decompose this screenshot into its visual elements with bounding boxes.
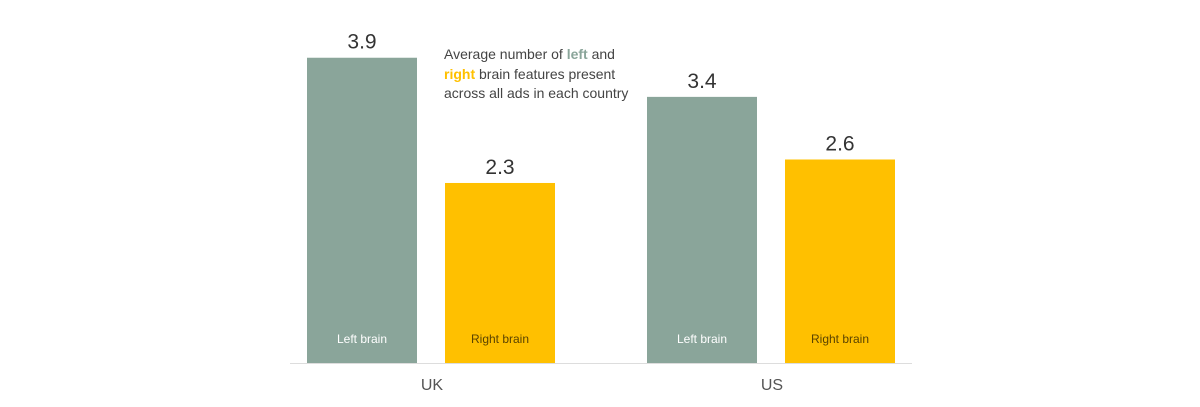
bar-label-us-right-brain: Right brain xyxy=(811,332,869,346)
annotation-text-2: and xyxy=(587,46,615,62)
bars-group xyxy=(307,57,895,364)
value-label-us-left-brain: 3.4 xyxy=(687,70,717,93)
bar-uk-left-brain xyxy=(307,57,417,363)
bar-uk-right-brain xyxy=(445,182,555,363)
bar-us-right-brain xyxy=(785,159,895,363)
annotation-left-word: left xyxy=(566,46,588,62)
category-label-uk: UK xyxy=(421,377,444,394)
chart-annotation: Average number of left and right brain f… xyxy=(444,45,634,104)
bar-label-uk-right-brain: Right brain xyxy=(471,332,529,346)
annotation-text-1: Average number of xyxy=(444,46,567,62)
annotation-right-word: right xyxy=(444,65,476,82)
bar-label-us-left-brain: Left brain xyxy=(677,332,727,346)
bar-us-left-brain xyxy=(647,96,757,364)
value-label-uk-left-brain: 3.9 xyxy=(347,31,376,54)
bar-label-uk-left-brain: Left brain xyxy=(337,332,387,346)
value-label-uk-right-brain: 2.3 xyxy=(485,156,514,179)
annotation-text-3: brain features present across all ads in… xyxy=(444,65,629,102)
labels-group: 3.9 Left brain 2.3 Right brain UK 3.4 Left bra… xyxy=(337,31,869,394)
value-label-us-right-brain: 2.6 xyxy=(825,132,854,155)
category-label-us: US xyxy=(761,377,783,394)
